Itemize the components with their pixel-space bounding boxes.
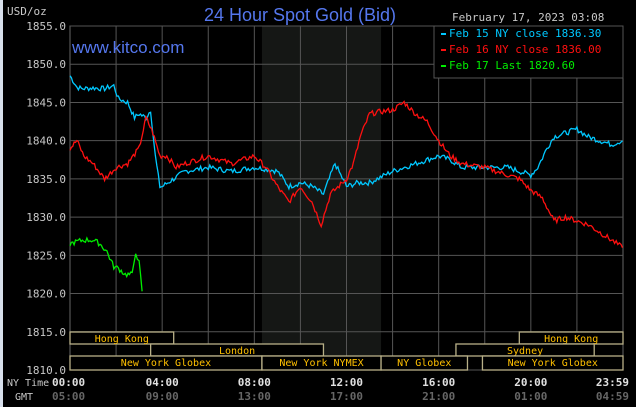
legend-entry: Feb 16 NY close 1836.00 (449, 43, 601, 56)
y-tick-label: 1825.0 (26, 249, 66, 262)
legend-swatch (441, 49, 446, 51)
x-tick-gmt: 05:00 (52, 390, 85, 403)
y-tick-label: 1845.0 (26, 96, 66, 109)
session-label: New York NYMEX (279, 358, 363, 369)
watermark-kitco: www.kitco.com (71, 38, 184, 57)
shaded-nymex-hours (261, 26, 382, 370)
session-bar (380, 355, 469, 371)
chart-title: 24 Hour Spot Gold (Bid) (204, 5, 396, 25)
gmt-label: GMT (15, 392, 33, 403)
session-label: London (219, 346, 255, 357)
x-tick-gmt: 04:59 (596, 390, 629, 403)
y-tick-label: 1850.0 (26, 58, 66, 71)
x-tick-gmt: 13:00 (238, 390, 271, 403)
session-label: New York Globex (121, 358, 211, 369)
y-axis-label: USD/oz (7, 5, 47, 18)
session-label: New York Globex (508, 358, 598, 369)
x-tick-gmt: 21:00 (422, 390, 455, 403)
y-tick-label: 1835.0 (26, 173, 66, 186)
x-tick-ny: 12:00 (330, 376, 363, 389)
x-tick-ny: 00:00 (52, 376, 85, 389)
window-edge (0, 0, 3, 407)
timestamp: February 17, 2023 03:08 (452, 11, 604, 24)
session-label: Hong Kong (544, 334, 598, 345)
series-line-2 (69, 100, 624, 248)
x-tick-ny: 08:00 (238, 376, 271, 389)
y-tick-label: 1810.0 (26, 364, 66, 377)
x-tick-gmt: 17:00 (330, 390, 363, 403)
session-label: NY Globex (397, 358, 451, 369)
x-tick-ny: 16:00 (422, 376, 455, 389)
session-label: Sydney (507, 346, 543, 357)
x-tick-ny: 04:00 (146, 376, 179, 389)
y-tick-label: 1820.0 (26, 288, 66, 301)
y-tick-label: 1815.0 (26, 326, 66, 339)
x-tick-ny: 20:00 (514, 376, 547, 389)
y-tick-label: 1830.0 (26, 211, 66, 224)
legend-entry: Feb 15 NY close 1836.30 (449, 27, 601, 40)
legend-box (433, 25, 624, 79)
series-line-3 (69, 236, 143, 292)
session-bar (481, 355, 624, 371)
ny-time-label: NY Time (7, 378, 49, 389)
session-label: Hong Kong (95, 334, 149, 345)
y-tick-label: 1855.0 (26, 20, 66, 33)
x-tick-gmt: 09:00 (146, 390, 179, 403)
x-tick-gmt: 01:00 (514, 390, 547, 403)
legend-swatch (441, 65, 446, 67)
legend-swatch (441, 33, 446, 35)
legend-entry: Feb 17 Last 1820.60 (449, 59, 575, 72)
x-tick-ny: 23:59 (596, 376, 629, 389)
session-bar (69, 331, 175, 345)
series-line-1 (69, 75, 623, 196)
y-tick-label: 1840.0 (26, 135, 66, 148)
